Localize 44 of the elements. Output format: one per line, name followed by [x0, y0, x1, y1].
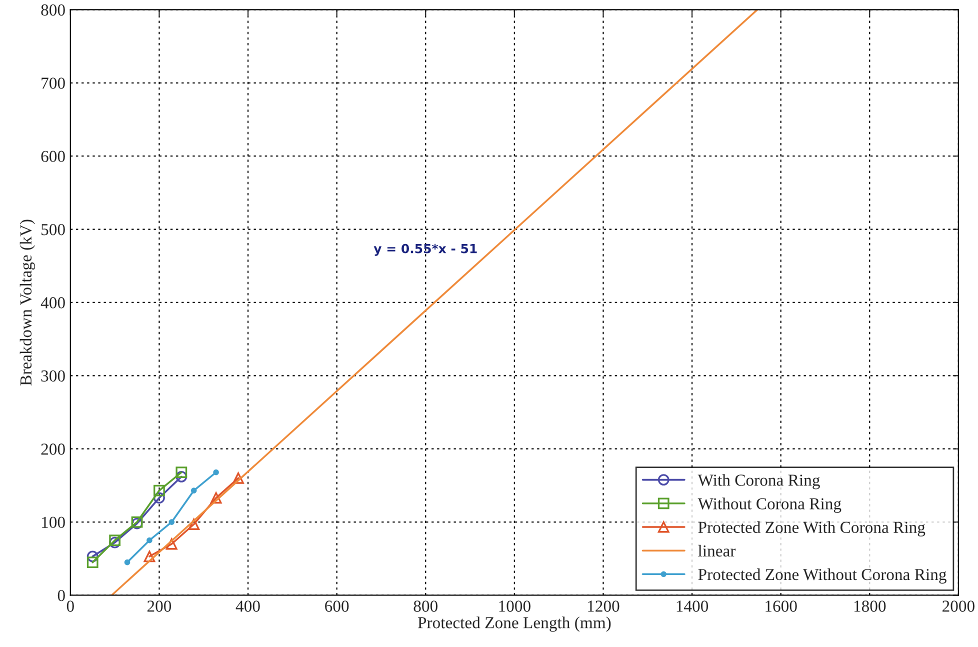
x-tick-label: 800 [414, 600, 438, 612]
x-tick-label: 1400 [676, 600, 708, 612]
x-tick-label: 1600 [766, 600, 797, 612]
point [213, 469, 219, 476]
legend-label: Protected Zone With Corona Ring [698, 521, 926, 536]
point [146, 537, 152, 544]
point [190, 488, 197, 494]
legend-label: Without Corona Ring [698, 498, 842, 513]
x-tick-label: 200 [147, 600, 172, 612]
annotation: y = 0.55*x - 51 [374, 244, 477, 256]
y-tick-label: 0 [58, 590, 65, 602]
point [166, 538, 178, 550]
point [188, 518, 200, 530]
y-axis-title: Breakdown Voltage (kV) [20, 220, 35, 386]
y-tick-label: 500 [42, 224, 65, 236]
legend-label: Protected Zone Without Corona Ring [698, 568, 946, 584]
x-tick-label: 1800 [854, 600, 886, 612]
y-tick-label: 200 [41, 444, 65, 455]
point [176, 466, 188, 478]
point [86, 550, 98, 562]
point [124, 559, 130, 566]
y-tick-label: 300 [41, 370, 65, 382]
y-tick-label: 600 [41, 150, 65, 162]
x-tick-label: 600 [325, 600, 349, 612]
x-axis-title: Protected Zone Length (mm) [418, 616, 611, 632]
x-tick-label: 1000 [499, 600, 530, 612]
x-tick-label: 0 [66, 600, 74, 612]
point [86, 556, 98, 568]
y-tick-label: 400 [40, 297, 65, 308]
point [210, 492, 222, 504]
y-tick-label: 800 [41, 4, 65, 16]
y-tick-label: 100 [42, 516, 65, 528]
point [232, 472, 244, 484]
point [168, 519, 175, 525]
legend-label: With Corona Ring [698, 474, 820, 490]
point [154, 492, 165, 504]
x-tick-label: 400 [236, 600, 260, 612]
legend-label: linear [698, 544, 736, 557]
point [154, 484, 165, 496]
x-tick-label: 1200 [588, 600, 620, 612]
point [144, 550, 156, 562]
y-tick-label: 700 [42, 78, 65, 89]
point [176, 470, 188, 482]
x-tick-label: 2000 [942, 600, 974, 612]
